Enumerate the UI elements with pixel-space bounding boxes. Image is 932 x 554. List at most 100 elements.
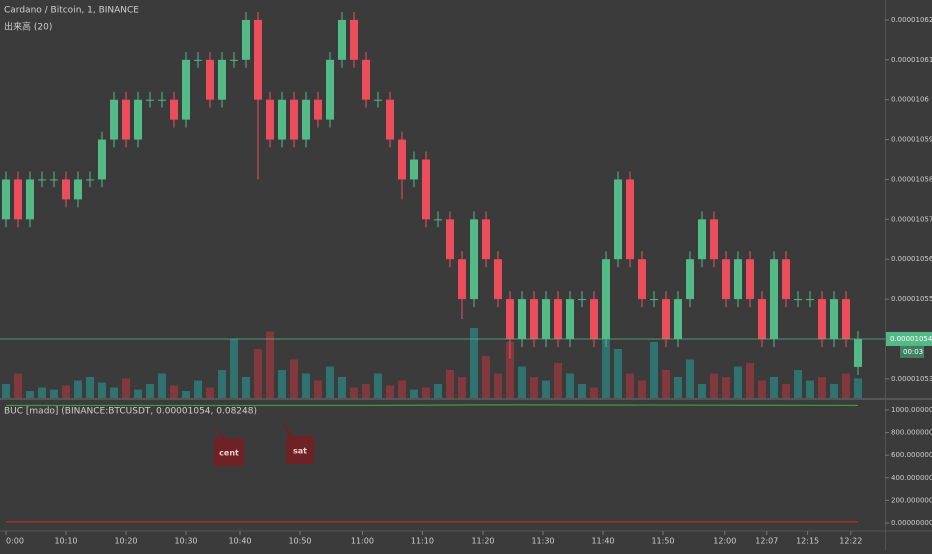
indicator-title: BUC [mado] (BINANCE:BTCUSDT, 0.00001054,… <box>4 407 257 417</box>
x-tick-label: 11:50 <box>651 537 674 546</box>
candle-body <box>758 299 766 339</box>
candle-body <box>782 259 790 300</box>
y-tick-label: 0.00001061 <box>891 56 932 64</box>
candle-body <box>2 179 10 220</box>
volume-bar <box>758 380 766 398</box>
volume-bar <box>374 373 382 398</box>
candle-body <box>374 99 382 101</box>
candle-body <box>698 219 706 260</box>
x-tick-label: 12:07 <box>755 537 778 546</box>
candle-body <box>434 219 442 221</box>
volume-bar <box>806 380 814 398</box>
candle-body <box>854 338 862 367</box>
candle-body <box>410 159 418 180</box>
volume-bar <box>266 331 274 398</box>
volume-bar <box>782 384 790 398</box>
candle-body <box>158 99 166 101</box>
candle-body <box>50 179 58 181</box>
volume-bar <box>434 384 442 398</box>
candle-body <box>218 59 226 100</box>
volume-bar <box>350 387 358 398</box>
candle-body <box>830 299 838 339</box>
candle-body <box>14 179 22 220</box>
volume-bar <box>506 342 514 398</box>
y-tick-label: 800.00000000 <box>891 429 932 437</box>
candle-body <box>230 59 238 61</box>
candle-body <box>794 299 802 301</box>
x-tick-label: 10:50 <box>288 537 311 546</box>
volume-label: 出来高 (20) <box>4 21 52 33</box>
callout-pointer <box>212 424 226 438</box>
candle-body <box>74 179 82 200</box>
x-tick-label: 11:30 <box>531 537 554 546</box>
candle-body <box>146 99 154 101</box>
volume-bar <box>218 370 226 398</box>
candle-body <box>602 259 610 339</box>
y-tick-label: 0.00001056 <box>891 255 932 263</box>
candle-body <box>566 299 574 339</box>
x-tick-label: 11:10 <box>411 537 434 546</box>
candle-body <box>482 219 490 260</box>
volume-bar <box>146 384 154 398</box>
volume-bar <box>302 373 310 398</box>
candle-body <box>254 19 262 100</box>
volume-bar <box>206 387 214 398</box>
x-tick-label: 10:30 <box>174 537 197 546</box>
candle-body <box>722 259 730 300</box>
candle-body <box>638 259 646 300</box>
candle-body <box>242 19 250 60</box>
annotation: sat <box>280 420 314 464</box>
candle-body <box>554 299 562 339</box>
candle-body <box>206 59 214 100</box>
candle-body <box>674 299 682 339</box>
candle-body <box>542 299 550 339</box>
volume-bar <box>770 377 778 398</box>
candle-body <box>494 259 502 300</box>
candle-body <box>110 99 118 140</box>
volume-bar <box>182 391 190 398</box>
y-tick-label: 600.00000000 <box>891 451 932 459</box>
volume-bar <box>338 377 346 398</box>
volume-bar <box>386 385 394 398</box>
candle-body <box>818 299 826 339</box>
candle-body <box>710 219 718 260</box>
volume-bar <box>854 378 862 398</box>
volume-bar <box>458 377 466 398</box>
candle-body <box>734 259 742 300</box>
y-tick-label: 0.00001058 <box>891 175 932 183</box>
candle-body <box>182 59 190 120</box>
volume-bar <box>422 387 430 398</box>
candle-body <box>398 139 406 180</box>
volume-bar <box>62 385 70 398</box>
candle-body <box>458 259 466 300</box>
callout-pointer <box>280 420 294 436</box>
y-tick-label: 0.00001062 <box>891 16 932 24</box>
volume-bar <box>14 373 22 398</box>
volume-bar <box>626 373 634 398</box>
candle-body <box>194 59 202 61</box>
x-tick-label: 12:22 <box>839 537 862 546</box>
volume-bar <box>470 328 478 398</box>
candle-body <box>650 299 658 301</box>
x-tick-label: 11:40 <box>591 537 614 546</box>
candle-body <box>350 19 358 60</box>
volume-bar <box>38 387 46 398</box>
volume-bar <box>686 359 694 398</box>
volume-bar <box>494 373 502 398</box>
volume-bar <box>254 349 262 398</box>
volume-bar <box>242 377 250 398</box>
volume-bar <box>662 370 670 398</box>
x-tick-label: 10:10 <box>54 537 77 546</box>
y-tick-label: 200.00000000 <box>891 496 932 504</box>
candle-body <box>746 259 754 300</box>
volume-bar <box>74 380 82 398</box>
volume-bar <box>326 366 334 398</box>
volume-bar <box>398 380 406 398</box>
candle-body <box>38 179 46 181</box>
volume-bar <box>590 387 598 398</box>
candle-body <box>302 99 310 140</box>
candle-body <box>530 299 538 339</box>
candle-body <box>338 19 346 60</box>
candle-body <box>314 99 322 120</box>
